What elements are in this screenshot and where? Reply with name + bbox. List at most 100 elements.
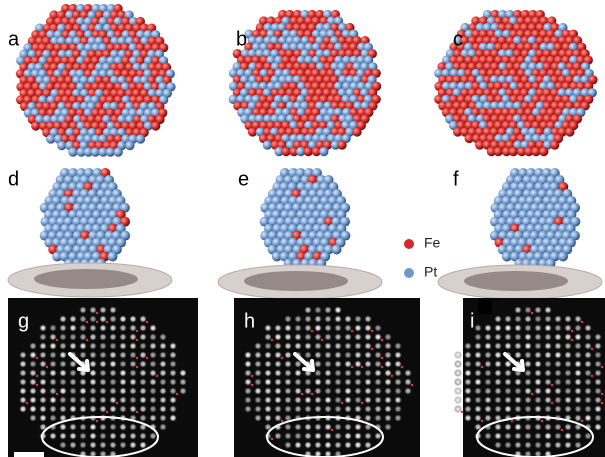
lattice-dot — [39, 333, 47, 341]
lattice-dot — [394, 342, 402, 350]
lattice-dot — [504, 342, 512, 350]
lattice-dot — [554, 396, 562, 404]
lattice-dot — [564, 351, 572, 359]
lattice-dot — [264, 369, 272, 377]
lattice-dot — [334, 360, 342, 368]
lattice-dot — [29, 360, 37, 368]
lattice-dot — [89, 423, 97, 431]
atom — [263, 140, 272, 149]
lattice-dot — [324, 378, 332, 386]
fe-dot — [156, 375, 158, 377]
fe-dot — [361, 366, 363, 368]
lattice-dot — [69, 387, 77, 395]
lattice-dot — [474, 342, 482, 350]
fe-dot — [531, 393, 533, 395]
lattice-dot — [354, 387, 362, 395]
lattice-dot — [284, 405, 292, 413]
fe-dot — [381, 339, 383, 341]
lattice-dot — [524, 396, 532, 404]
lattice-dot — [354, 405, 362, 413]
lattice-dot — [169, 405, 177, 413]
fe-dot — [281, 420, 283, 422]
lattice-dot — [494, 396, 502, 404]
lattice-dot — [99, 405, 107, 413]
lattice-dot — [384, 360, 392, 368]
lattice-dot — [244, 360, 252, 368]
lattice-dot — [544, 432, 552, 440]
lattice-dot — [294, 396, 302, 404]
lattice-dot — [149, 396, 157, 404]
lattice-dot — [494, 432, 502, 440]
lattice-dot — [29, 405, 37, 413]
lattice-dot — [314, 306, 322, 314]
nanoparticle — [40, 168, 130, 268]
lattice-dot — [99, 396, 107, 404]
lattice-dot — [574, 396, 582, 404]
lattice-dot — [49, 324, 57, 332]
legend-swatch — [404, 268, 414, 278]
lattice-dot — [344, 423, 352, 431]
fe-dot — [26, 402, 28, 404]
lattice-dot — [159, 369, 167, 377]
lattice-dot — [354, 333, 362, 341]
fe-dot — [541, 420, 543, 422]
fe-dot — [271, 339, 273, 341]
lattice-dot — [394, 387, 402, 395]
lattice-dot — [364, 333, 372, 341]
lattice-dot — [19, 360, 27, 368]
lattice-dot — [474, 333, 482, 341]
lattice-dot — [89, 342, 97, 350]
lattice-dot — [129, 387, 137, 395]
atom — [565, 127, 574, 136]
atom — [332, 245, 342, 255]
lattice-dot — [89, 378, 97, 386]
lattice-dot — [334, 441, 342, 449]
lattice-dot — [19, 387, 27, 395]
lattice-dot — [494, 441, 502, 449]
fe-dot — [571, 339, 573, 341]
lattice-dot — [169, 396, 177, 404]
fe-dot — [311, 330, 313, 332]
atom — [319, 147, 328, 156]
lattice-dot — [119, 423, 127, 431]
lattice-dot — [19, 396, 27, 404]
lattice-dot — [284, 333, 292, 341]
lattice-dot — [544, 378, 552, 386]
lattice-dot — [364, 414, 372, 422]
lattice-dot — [139, 315, 147, 323]
lattice-dot — [504, 441, 512, 449]
lattice-dot — [119, 342, 127, 350]
lattice-dot — [139, 387, 147, 395]
lattice-dot — [59, 441, 67, 449]
lattice-dot — [29, 342, 37, 350]
lattice-dot — [334, 396, 342, 404]
lattice-dot — [159, 405, 167, 413]
lattice-dot — [594, 342, 602, 350]
lattice-dot — [574, 414, 582, 422]
lattice-dot — [364, 324, 372, 332]
lattice-dot — [119, 441, 127, 449]
lattice-dot — [49, 360, 57, 368]
lattice-dot — [304, 432, 312, 440]
lattice-dot — [119, 387, 127, 395]
fe-dot — [136, 411, 138, 413]
lattice-dot — [99, 441, 107, 449]
lattice-dot — [534, 324, 542, 332]
lattice-dot — [89, 432, 97, 440]
lattice-dot — [474, 414, 482, 422]
lattice-dot — [464, 351, 472, 359]
lattice-dot — [314, 441, 322, 449]
lattice-dot — [129, 378, 137, 386]
lattice-dot — [129, 369, 137, 377]
lattice-dot — [304, 324, 312, 332]
lattice-dot — [129, 405, 137, 413]
lattice-dot — [364, 387, 372, 395]
fe-dot — [56, 339, 58, 341]
lattice-dot — [494, 351, 502, 359]
lattice-dot — [484, 369, 492, 377]
lattice-dot — [99, 306, 107, 314]
atom — [539, 147, 548, 156]
lattice-dot — [314, 396, 322, 404]
lattice-dot — [494, 315, 502, 323]
lattice-dot — [544, 387, 552, 395]
